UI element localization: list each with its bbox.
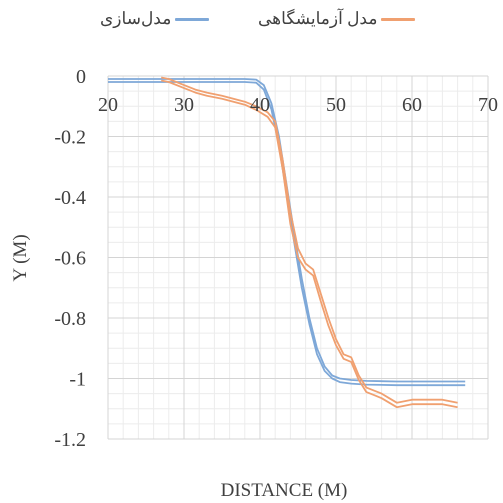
series-line [108,81,466,387]
y-tick-label: -0.4 [54,187,86,209]
y-tick-label: -0.6 [54,248,86,270]
x-tick-label: 50 [326,94,346,116]
y-tick-label: -0.8 [54,308,86,330]
y-axis-ticks: 0 -0.2 -0.4 -0.6 -0.8 -1 -1.2 [54,66,86,451]
y-tick-label: -1 [69,369,86,391]
x-tick-label: 30 [174,94,194,116]
x-axis-label: DISTANCE (M) [221,480,348,501]
series-line [161,79,458,409]
major-grid [107,75,489,440]
y-tick-label: -0.2 [54,127,86,149]
legend-swatch [381,17,416,21]
legend: مدل آزمایشگاهی مدل‌سازی [0,6,503,32]
legend-label: مدل آزمایشگاهی [258,9,378,28]
x-tick-label: 20 [98,94,118,116]
y-tick-label: -1.2 [54,429,86,451]
series-layer [108,76,466,409]
legend-label: مدل‌سازی [100,9,172,28]
x-axis-ticks: 20 30 40 50 60 70 [98,94,498,116]
legend-item-simulation: مدل‌سازی [100,6,210,32]
x-tick-label: 40 [250,94,270,116]
legend-swatch [175,17,210,21]
x-tick-label: 70 [478,94,498,116]
y-tick-label: 0 [76,66,86,88]
x-tick-label: 60 [402,94,422,116]
series-line [161,76,458,404]
legend-item-lab-model: مدل آزمایشگاهی [258,6,416,32]
y-axis-label: Y (M) [10,234,31,281]
